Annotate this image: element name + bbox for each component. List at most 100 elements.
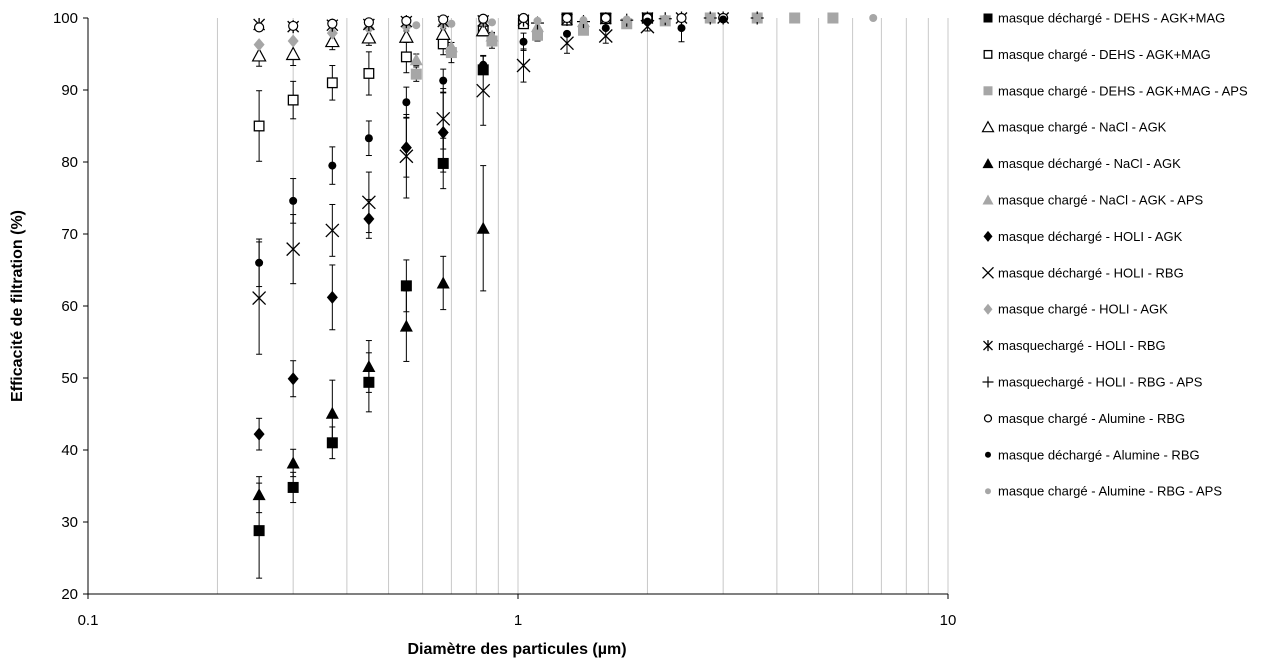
data-point	[255, 258, 264, 267]
legend-marker	[981, 120, 995, 133]
data-point	[676, 12, 687, 24]
data-point	[439, 76, 448, 85]
data-point	[400, 141, 412, 155]
legend-label: masquechargé - HOLI - RBG	[998, 338, 1166, 353]
data-point	[287, 481, 299, 493]
data-point	[719, 15, 728, 24]
data-point	[437, 157, 449, 169]
data-point	[790, 14, 799, 22]
data-point	[251, 47, 267, 62]
legend: masque déchargé - DEHS - AGK+MAG masque c…	[981, 11, 1248, 499]
data-point	[254, 22, 265, 33]
legend-label: masque déchargé - HOLI - AGK	[998, 229, 1183, 244]
data-point	[475, 22, 491, 37]
legend-label: masque déchargé - DEHS - AGK+MAG	[998, 11, 1225, 26]
data-point	[409, 53, 423, 66]
data-point	[285, 46, 301, 61]
data-point	[436, 111, 451, 126]
y-tick-label: 70	[61, 226, 78, 243]
data-points	[251, 11, 878, 537]
legend-marker	[985, 488, 991, 495]
data-point	[287, 372, 299, 386]
data-point	[287, 94, 299, 106]
x-tick-label: 0.1	[78, 612, 99, 629]
data-point	[753, 14, 762, 22]
data-point	[643, 17, 652, 26]
data-point	[438, 14, 449, 25]
data-point	[677, 24, 686, 33]
legend-label: masque déchargé - NaCl - AGK	[998, 156, 1181, 171]
legend-item: masque déchargé - DEHS - AGK+MAG	[983, 11, 1225, 26]
legend-item: masque chargé - Alumine - RBG - APS	[985, 484, 1222, 499]
data-point	[476, 221, 490, 234]
grid-lines	[87, 18, 949, 594]
data-point	[478, 13, 489, 24]
data-point	[445, 47, 457, 59]
data-point	[436, 276, 450, 289]
data-point	[253, 525, 265, 537]
data-point	[516, 58, 531, 73]
data-point	[398, 28, 414, 43]
data-point	[326, 26, 338, 40]
legend-label: masque déchargé - HOLI - RBG	[998, 265, 1184, 280]
y-tick-label: 80	[61, 154, 78, 171]
data-point	[288, 20, 299, 32]
tick-labels: 20 30 40 50 60 70 80 90 100 0.1 1 10	[53, 10, 956, 629]
data-point	[518, 12, 529, 24]
data-point	[437, 125, 449, 139]
legend-item: masque chargé - Alumine - RBG	[983, 411, 1185, 426]
y-tick-label: 100	[53, 10, 78, 27]
legend-label: masquechargé - HOLI - RBG - APS	[998, 375, 1203, 390]
data-point	[485, 29, 499, 42]
data-point	[598, 29, 613, 43]
legend-marker	[983, 49, 993, 59]
y-tick-label: 60	[61, 298, 78, 315]
legend-item: masque chargé - NaCl - AGK - APS	[982, 193, 1204, 208]
legend-marker	[983, 230, 993, 242]
data-point	[361, 29, 377, 44]
legend-marker	[983, 13, 993, 23]
data-point	[519, 37, 528, 46]
legend-item: masque chargé - DEHS - AGK+MAG - APS	[983, 83, 1248, 98]
error-bars	[256, 17, 685, 579]
data-point	[286, 242, 301, 257]
data-point	[324, 33, 340, 48]
data-point	[361, 195, 376, 210]
data-point	[325, 223, 340, 238]
legend-label: masque chargé - HOLI - AGK	[998, 302, 1168, 317]
data-point	[828, 14, 837, 22]
legend-marker	[983, 414, 993, 423]
data-point	[399, 319, 413, 332]
data-point	[326, 437, 338, 449]
y-tick-label: 50	[61, 370, 78, 387]
data-point	[252, 291, 267, 306]
data-point	[622, 15, 631, 24]
y-tick-label: 90	[61, 82, 78, 99]
data-point	[289, 196, 298, 205]
data-point	[286, 456, 300, 469]
data-point	[487, 18, 496, 27]
data-point	[363, 376, 375, 388]
data-point	[401, 15, 412, 26]
legend-marker	[982, 194, 994, 205]
data-point	[533, 16, 542, 25]
data-point	[363, 212, 375, 226]
legend-item: masque déchargé - HOLI - AGK	[983, 229, 1183, 244]
data-point	[326, 77, 338, 89]
legend-label: masque chargé - DEHS - AGK+MAG	[998, 47, 1211, 62]
legend-item: masque déchargé - HOLI - RBG	[982, 265, 1184, 280]
data-point	[531, 29, 543, 41]
legend-item: masque déchargé - NaCl - AGK	[982, 156, 1181, 171]
legend-item: masque chargé - NaCl - AGK	[981, 120, 1167, 135]
data-point	[325, 406, 339, 419]
data-point	[579, 16, 588, 25]
legend-label: masque chargé - NaCl - AGK - APS	[998, 193, 1204, 208]
data-point	[363, 67, 375, 79]
legend-item: masque chargé - HOLI - AGK	[983, 302, 1168, 317]
legend-label: masque chargé - DEHS - AGK+MAG - APS	[998, 83, 1248, 98]
legend-marker	[982, 158, 994, 169]
legend-label: masque chargé - Alumine - RBG - APS	[998, 484, 1222, 499]
data-point	[328, 161, 337, 170]
legend-label: masque chargé - Alumine - RBG	[998, 411, 1185, 426]
